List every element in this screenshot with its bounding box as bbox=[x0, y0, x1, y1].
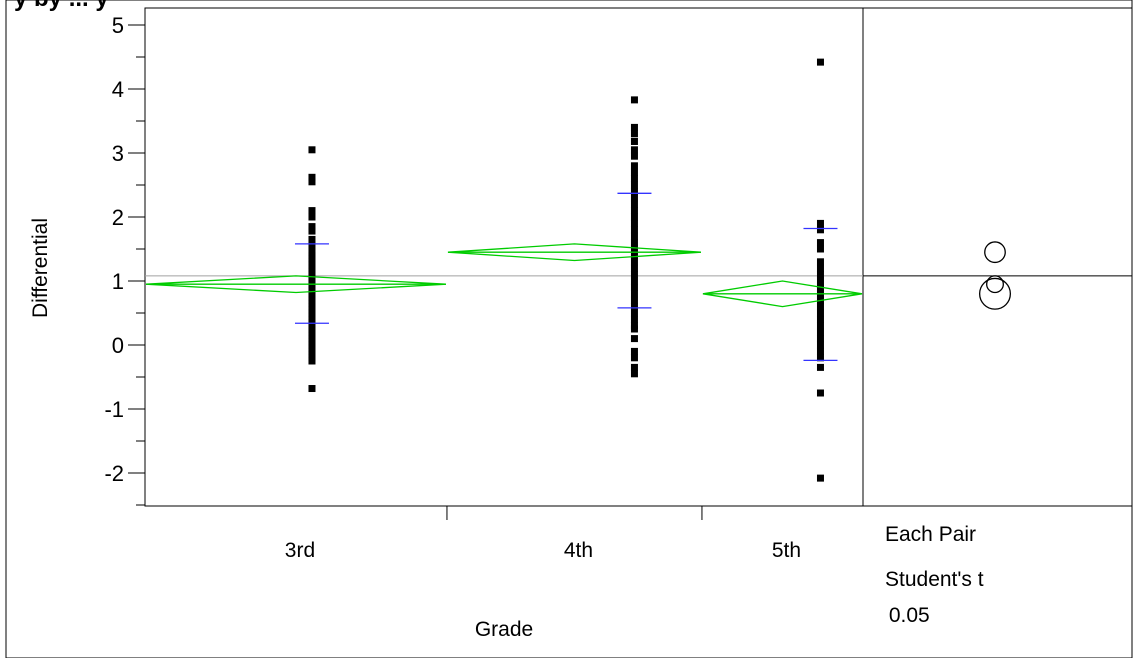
y-tick-label: -1 bbox=[104, 397, 124, 422]
data-point bbox=[630, 232, 638, 240]
data-point bbox=[630, 200, 638, 208]
data-point bbox=[630, 123, 638, 131]
data-point bbox=[816, 264, 824, 272]
comparison-label-line-2: Student's t bbox=[885, 568, 984, 591]
data-point bbox=[630, 152, 638, 160]
data-point bbox=[630, 264, 638, 272]
data-point bbox=[630, 162, 638, 170]
data-point bbox=[630, 239, 638, 247]
data-point bbox=[630, 181, 638, 189]
data-point bbox=[630, 325, 638, 333]
comparison-circles bbox=[978, 241, 1012, 310]
data-point bbox=[630, 168, 638, 176]
data-point bbox=[816, 245, 824, 253]
data-point bbox=[308, 227, 316, 235]
data-point bbox=[630, 315, 638, 323]
x-axis: 3rd 4th 5th bbox=[285, 506, 801, 562]
data-point bbox=[630, 335, 638, 343]
data-point bbox=[630, 175, 638, 183]
y-tick-label: 5 bbox=[112, 13, 124, 38]
data-point bbox=[816, 277, 824, 285]
data-point bbox=[308, 385, 316, 393]
data-point bbox=[308, 213, 316, 221]
data-point bbox=[816, 474, 824, 482]
data-point bbox=[816, 309, 824, 317]
data-point bbox=[308, 173, 316, 181]
data-point bbox=[816, 389, 824, 397]
data-points bbox=[308, 58, 824, 482]
comparison-circle bbox=[978, 277, 1012, 310]
data-point bbox=[630, 226, 638, 234]
data-point bbox=[816, 363, 824, 371]
chart-title-fragment: y by ... y bbox=[14, 0, 109, 12]
data-point bbox=[630, 296, 638, 304]
data-point bbox=[816, 239, 824, 247]
data-point bbox=[308, 242, 316, 250]
data-point bbox=[816, 58, 824, 66]
data-point bbox=[308, 357, 316, 365]
y-tick-label: 0 bbox=[112, 333, 124, 358]
x-tick-label: 4th bbox=[564, 539, 593, 562]
data-point bbox=[630, 290, 638, 298]
data-point bbox=[630, 309, 638, 317]
x-axis-label: Grade bbox=[475, 618, 533, 641]
comparison-circle bbox=[986, 275, 1004, 294]
data-point bbox=[630, 213, 638, 221]
data-point bbox=[308, 223, 316, 231]
x-tick-label: 5th bbox=[772, 539, 801, 562]
y-tick-label: -2 bbox=[104, 461, 124, 486]
data-point bbox=[816, 258, 824, 266]
data-point bbox=[816, 335, 824, 343]
data-point bbox=[630, 219, 638, 227]
data-point bbox=[816, 354, 824, 362]
data-point bbox=[630, 370, 638, 378]
x-tick-label: 3rd bbox=[285, 539, 315, 562]
data-point bbox=[630, 96, 638, 104]
means-diamonds bbox=[145, 243, 863, 308]
data-point bbox=[630, 187, 638, 195]
data-point bbox=[630, 271, 638, 279]
data-point bbox=[630, 207, 638, 215]
data-point bbox=[630, 283, 638, 291]
data-point bbox=[630, 130, 638, 138]
data-point bbox=[816, 322, 824, 330]
data-point bbox=[630, 354, 638, 362]
data-point bbox=[816, 271, 824, 279]
data-point bbox=[630, 251, 638, 259]
data-point bbox=[308, 178, 316, 186]
data-point bbox=[630, 194, 638, 202]
data-point bbox=[630, 347, 638, 355]
data-point bbox=[308, 235, 316, 243]
y-tick-label: 1 bbox=[112, 269, 124, 294]
data-point bbox=[630, 277, 638, 285]
y-tick-label: 2 bbox=[112, 205, 124, 230]
y-axis-label: Differential bbox=[29, 218, 52, 318]
data-point bbox=[630, 258, 638, 266]
data-point bbox=[630, 303, 638, 311]
data-point bbox=[308, 146, 316, 154]
quantile-bars bbox=[294, 192, 838, 362]
data-point bbox=[816, 219, 824, 227]
means-diamond bbox=[145, 275, 446, 294]
data-point bbox=[816, 347, 824, 355]
comparison-circle bbox=[984, 241, 1006, 264]
data-point bbox=[630, 137, 638, 145]
y-axis: -2 -1 0 1 2 3 4 5 bbox=[104, 13, 145, 506]
comparison-panel bbox=[862, 7, 1133, 507]
y-tick-label: 4 bbox=[112, 77, 124, 102]
data-point bbox=[630, 245, 638, 253]
comparison-label-line-3: 0.05 bbox=[883, 604, 930, 627]
data-point bbox=[816, 226, 824, 234]
comparison-label-line-1: Each Pair bbox=[885, 523, 976, 546]
data-point bbox=[816, 315, 824, 323]
data-point bbox=[630, 146, 638, 154]
data-point bbox=[816, 341, 824, 349]
data-point bbox=[816, 303, 824, 311]
y-tick-label: 3 bbox=[112, 141, 124, 166]
data-point bbox=[816, 328, 824, 336]
data-point bbox=[630, 363, 638, 371]
plot-area bbox=[144, 7, 864, 507]
data-point bbox=[308, 207, 316, 215]
